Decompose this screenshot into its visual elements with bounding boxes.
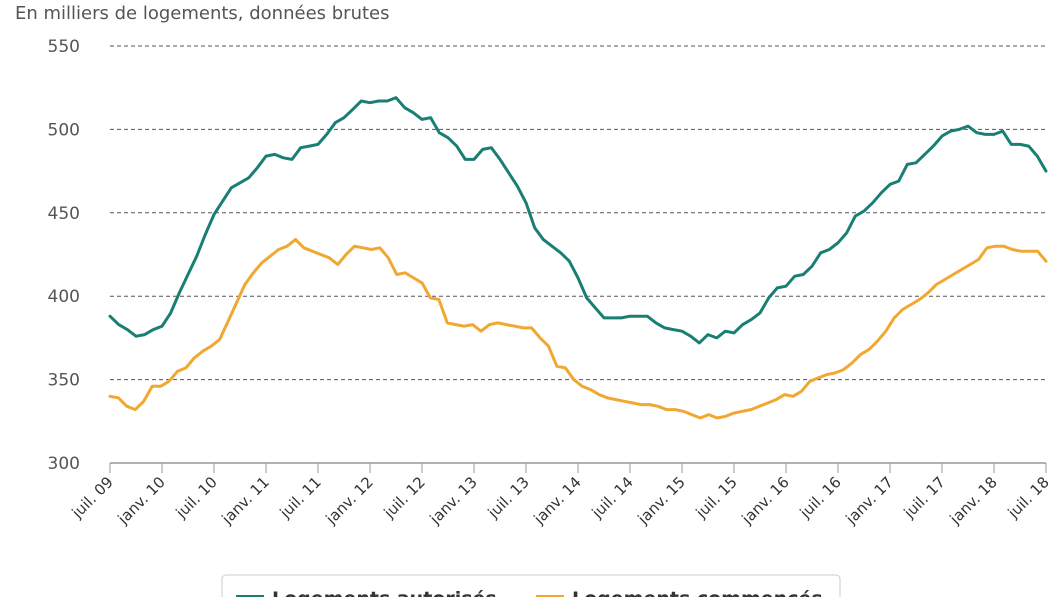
y-tick-label: 300 — [48, 454, 80, 474]
x-tick-label: janv. 18 — [946, 473, 1001, 528]
x-axis — [109, 462, 1047, 473]
y-tick-label: 400 — [48, 287, 80, 307]
y-axis-labels: 300 350 400 450 500 550 — [48, 37, 80, 474]
y-tick-label: 500 — [48, 120, 80, 140]
x-tick-label: juil. 11 — [276, 473, 325, 522]
gridlines — [110, 45, 1046, 381]
unit-title: En milliers de logements, données brutes — [15, 3, 390, 24]
y-tick-label: 450 — [48, 204, 80, 224]
x-tick-label: janv. 11 — [218, 473, 273, 528]
legend-box — [221, 574, 841, 597]
y-tick-label: 350 — [48, 371, 80, 391]
x-tick-label: janv. 12 — [322, 473, 377, 528]
x-tick-label: juil. 10 — [172, 473, 221, 522]
x-tick-label: juil. 09 — [68, 473, 117, 522]
x-tick-label: juil. 16 — [796, 473, 845, 522]
x-tick-label: janv. 14 — [530, 473, 585, 528]
x-tick-label: janv. 16 — [738, 473, 793, 528]
x-tick-label: juil. 18 — [1004, 473, 1053, 522]
x-tick-label: juil. 15 — [692, 473, 741, 522]
x-tick-label: janv. 13 — [426, 473, 481, 528]
series-line-0 — [108, 96, 1048, 345]
y-tick-label: 550 — [48, 37, 80, 57]
legend-item-1[interactable]: Logements commencés — [572, 588, 823, 597]
x-tick-label: janv. 17 — [842, 473, 897, 528]
x-tick-label: juil. 17 — [900, 473, 949, 522]
series-lines — [108, 96, 1048, 420]
legend[interactable]: Logements autorisés Logements commencés — [221, 574, 841, 597]
legend-item-0[interactable]: Logements autorisés — [272, 588, 497, 597]
x-tick-label: janv. 15 — [634, 473, 689, 528]
series-line-1 — [108, 238, 1048, 420]
x-tick-label: juil. 13 — [484, 473, 533, 522]
x-tick-label: juil. 12 — [380, 473, 429, 522]
x-tick-label: janv. 10 — [114, 473, 169, 528]
x-tick-label: juil. 14 — [588, 473, 637, 522]
